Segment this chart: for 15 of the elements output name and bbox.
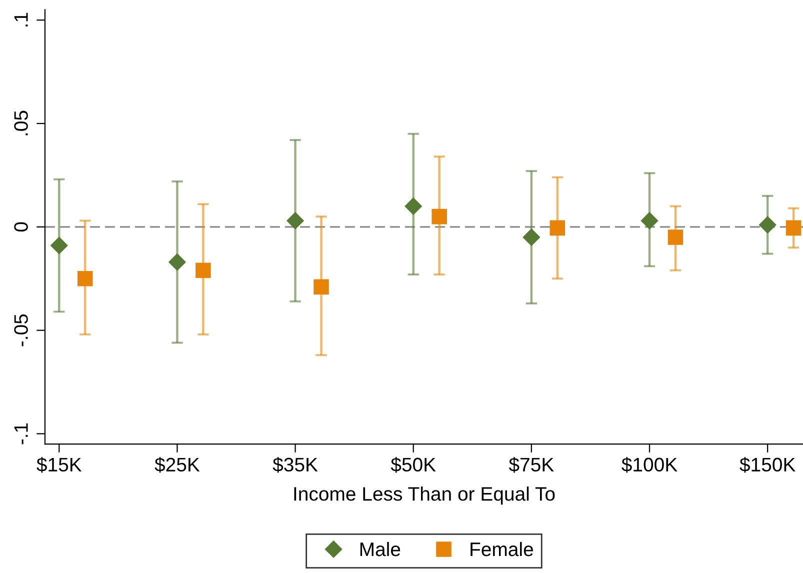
y-tick-label: -.1 <box>14 423 28 444</box>
y-tick-label: .05 <box>14 110 28 136</box>
y-tick-label: -.05 <box>14 314 28 346</box>
legend-label: Male <box>360 542 400 556</box>
x-tick-label: $100K <box>622 456 678 473</box>
x-tick-label: $75K <box>508 456 554 473</box>
x-tick-label: $50K <box>390 456 436 473</box>
x-tick-label: $150K <box>740 456 796 473</box>
y-tick-label: 0 <box>14 222 28 232</box>
y-tick-label: .1 <box>14 12 28 26</box>
legend-label: Female <box>470 542 533 556</box>
x-tick-label: $35K <box>272 456 318 473</box>
x-tick-label: $15K <box>36 456 82 473</box>
x-tick-label: $25K <box>154 456 200 473</box>
x-axis-title: Income Less Than or Equal To <box>294 486 555 505</box>
